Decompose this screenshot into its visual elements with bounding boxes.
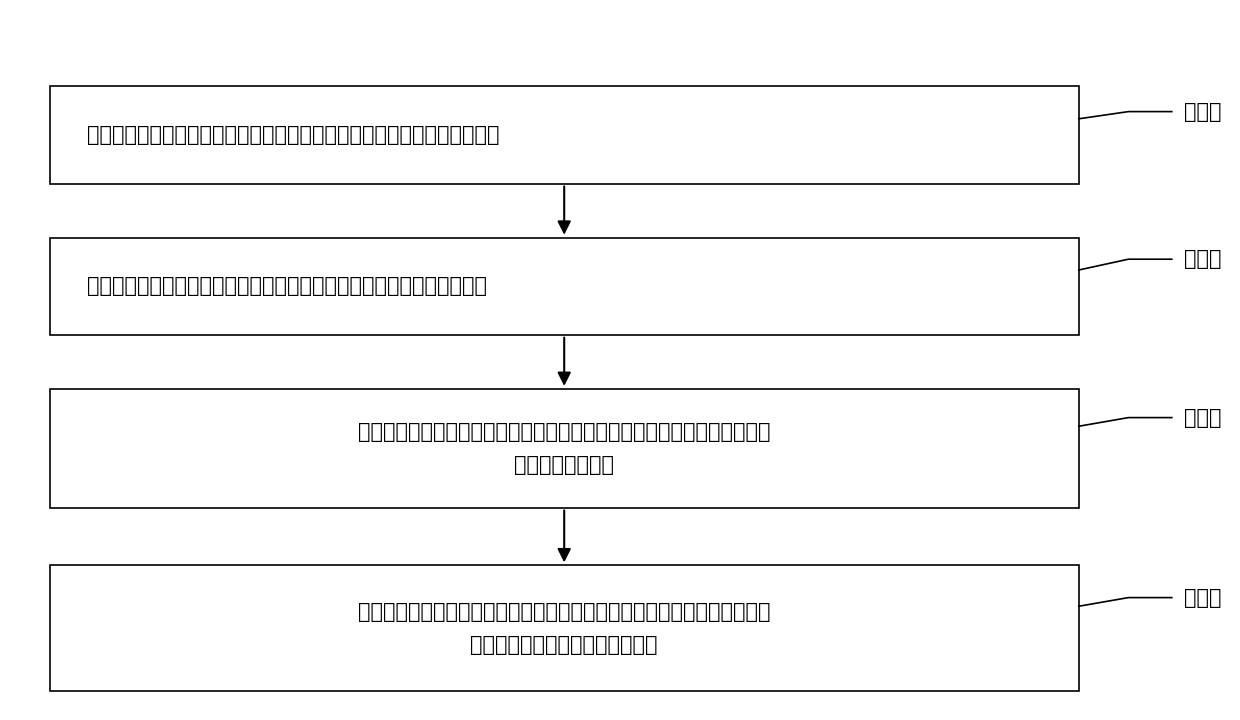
Text: 调整超临界二氧化碳流体的温度、压力、萃取时间和流量，然后进行有机溶
剂及添加剂的萃取: 调整超临界二氧化碳流体的温度、压力、萃取时间和流量，然后进行有机溶 剂及添加剂的… (358, 422, 770, 474)
Bar (50, 565, 1079, 691)
Text: 步骤二: 步骤二 (1184, 249, 1221, 269)
Bar (50, 389, 1079, 508)
Bar (50, 238, 1079, 335)
Text: 将废旧锂离子电池充分放电后拆卸，除去外壳、正负极端子、密封圈及盖板: 将废旧锂离子电池充分放电后拆卸，除去外壳、正负极端子、密封圈及盖板 (87, 125, 500, 145)
Bar (50, 86, 1079, 184)
Text: 将电解液、带有正负极材料的集流体及隔膜全部转移入超临界萃取装置中: 将电解液、带有正负极材料的集流体及隔膜全部转移入超临界萃取装置中 (87, 276, 487, 296)
Text: 步骤四: 步骤四 (1184, 588, 1221, 608)
Text: 将得到的溶剂进行成分分析，按照分析结果补充电解质盐、有机溶剂及添加
剂，调节配比制成不同功能电解液: 将得到的溶剂进行成分分析，按照分析结果补充电解质盐、有机溶剂及添加 剂，调节配比… (358, 602, 770, 654)
Text: 步骤三: 步骤三 (1184, 408, 1221, 428)
Text: 步骤一: 步骤一 (1184, 102, 1221, 122)
